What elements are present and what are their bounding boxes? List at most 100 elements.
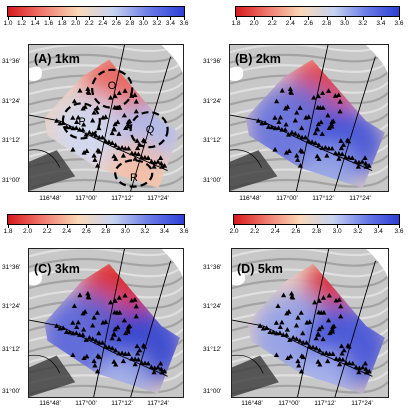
seismic-station xyxy=(158,360,164,366)
colorbar-tick-label: 2.8 xyxy=(311,228,322,235)
seismic-station xyxy=(96,134,102,140)
lon-label: 116°48' xyxy=(39,400,61,407)
seismic-station xyxy=(123,125,129,131)
colorbar-tick-label: 3.4 xyxy=(165,20,175,27)
seismic-station xyxy=(298,310,304,315)
seismic-station xyxy=(132,92,138,98)
seismic-station xyxy=(113,156,119,161)
colorbar-tick xyxy=(234,225,235,228)
seismic-station xyxy=(340,356,346,362)
lake xyxy=(365,45,388,75)
map-canvas xyxy=(29,249,183,397)
lon-label: 117°12' xyxy=(312,195,334,202)
seismic-station xyxy=(285,355,291,361)
lat-label: 31°12' xyxy=(2,346,21,353)
seismic-station xyxy=(293,336,300,341)
lat-label: 31°24' xyxy=(203,98,222,105)
seismic-station xyxy=(293,322,300,328)
seismic-station xyxy=(135,145,141,151)
seismic-station xyxy=(155,159,161,164)
seismic-station xyxy=(318,310,324,315)
seismic-station xyxy=(106,139,112,144)
seismic-station xyxy=(312,130,318,136)
seismic-station xyxy=(292,117,298,123)
colorbar-tick-label: 1.0 xyxy=(3,20,13,27)
seismic-station xyxy=(109,335,115,341)
seismic-station xyxy=(330,118,336,124)
seismic-station xyxy=(284,326,290,332)
colorbar-tick-label: 1.8 xyxy=(3,228,13,235)
seismic-station xyxy=(135,356,141,362)
seismic-station xyxy=(297,105,303,110)
seismic-station xyxy=(132,361,138,367)
colorbar-tick-label: 2.8 xyxy=(101,228,111,235)
seismic-station xyxy=(145,155,151,160)
seismic-station xyxy=(127,323,133,329)
seismic-station xyxy=(338,343,345,349)
seismic-station xyxy=(67,124,73,130)
seismic-station xyxy=(129,150,135,156)
seismic-station xyxy=(73,125,79,130)
colorbar-tick xyxy=(326,17,328,20)
seismic-station xyxy=(113,361,119,367)
seismic-station xyxy=(332,150,339,156)
seismic-station xyxy=(111,331,117,336)
seismic-station xyxy=(338,303,344,309)
seismic-station xyxy=(336,150,342,156)
seismic-station xyxy=(329,121,335,127)
seismic-station xyxy=(76,126,83,132)
seismic-station xyxy=(279,87,285,93)
seismic-station xyxy=(349,155,355,160)
seismic-station xyxy=(314,126,320,131)
seismic-station xyxy=(93,338,99,343)
lon-label: 117°00' xyxy=(278,400,300,407)
seismic-station xyxy=(282,127,288,132)
lake xyxy=(366,249,388,279)
seismic-station xyxy=(300,339,306,345)
seismic-station xyxy=(276,119,282,124)
seismic-station xyxy=(108,299,114,305)
seismic-station xyxy=(329,326,335,332)
seismic-station xyxy=(90,322,96,328)
seismic-station xyxy=(265,124,272,129)
seismic-station xyxy=(304,319,310,325)
seismic-station xyxy=(319,131,325,136)
seismic-station xyxy=(95,353,101,358)
seismic-station xyxy=(142,360,148,366)
colorbar-tick-label: 2.6 xyxy=(111,20,121,27)
seismic-station xyxy=(121,317,127,323)
colorbar-tick xyxy=(8,225,9,228)
colorbar-tick-label: 1.2 xyxy=(17,20,27,27)
seismic-station xyxy=(81,355,87,361)
map-d xyxy=(231,248,389,398)
seismic-station xyxy=(112,298,118,303)
fault-line xyxy=(333,56,376,191)
seismic-station xyxy=(272,115,278,120)
seismic-station xyxy=(300,330,306,336)
seismic-station xyxy=(279,319,285,325)
seismic-station xyxy=(350,360,356,366)
seismic-station xyxy=(109,140,115,146)
seismic-station xyxy=(161,163,168,168)
seismic-station xyxy=(366,368,372,374)
seismic-station xyxy=(333,356,339,361)
seismic-station xyxy=(297,163,303,168)
seismic-station xyxy=(296,132,302,138)
seismic-station xyxy=(303,340,310,345)
lon-label: 117°24' xyxy=(351,400,373,407)
seismic-station xyxy=(274,98,280,104)
seismic-station xyxy=(315,93,321,99)
colorbar-tick xyxy=(8,17,9,20)
seismic-station xyxy=(103,138,109,144)
seismic-station xyxy=(60,325,66,331)
lon-label: 116°48' xyxy=(239,195,261,202)
seismic-station xyxy=(264,325,270,331)
seismic-station xyxy=(81,121,87,127)
seismic-station xyxy=(283,332,290,337)
colorbar-tick xyxy=(116,17,118,20)
seismic-station xyxy=(75,114,81,120)
colorbar-gradient xyxy=(7,214,185,225)
seismic-station xyxy=(161,368,168,374)
colorbar-tick xyxy=(316,225,318,228)
colorbar-tick-label: 3.2 xyxy=(152,20,162,27)
